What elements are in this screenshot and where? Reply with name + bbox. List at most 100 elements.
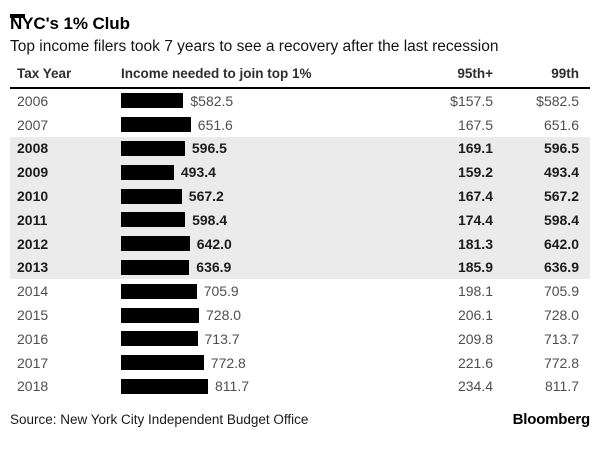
income-bar-cell: 636.9 [121, 259, 403, 275]
income-value-label: 811.7 [215, 378, 249, 395]
income-value-label: 713.7 [204, 330, 240, 347]
table-row: 2015 728.0 206.1 728.0 [10, 303, 590, 327]
income-bar [121, 259, 190, 275]
tax-year-label: 2018 [17, 378, 49, 395]
p99-value: $582.5 [536, 92, 579, 109]
income-bar-cell: $582.5 [121, 93, 403, 109]
tax-year-label: 2013 [17, 259, 49, 276]
income-bar [121, 307, 199, 323]
table-row: 2016 713.7 209.8 713.7 [10, 327, 590, 351]
p95-value: 167.4 [457, 188, 493, 205]
table-row: 2006 $582.5 $157.5 $582.5 [10, 89, 590, 113]
tax-year-label: 2009 [17, 164, 49, 181]
p99-value: 728.0 [543, 307, 579, 324]
income-value-label: 636.9 [196, 259, 232, 276]
p95-value: 206.1 [457, 307, 493, 324]
income-bar-cell: 772.8 [121, 355, 403, 371]
income-bar [121, 378, 208, 394]
table-row: 2007 651.6 167.5 651.6 [10, 113, 590, 137]
income-bar [121, 93, 184, 109]
p99-value: 636.9 [543, 259, 579, 276]
p99-value: 596.5 [543, 140, 579, 157]
table-row: 2014 705.9 198.1 705.9 [10, 279, 590, 303]
column-header-income-top1: Income needed to join top 1% [121, 65, 312, 81]
income-value-label: 596.5 [191, 140, 227, 157]
p99-value: 705.9 [543, 283, 579, 300]
p95-value: 234.4 [457, 378, 493, 395]
p99-value: 567.2 [543, 188, 579, 205]
p95-value: 209.8 [457, 330, 493, 347]
chart-subtitle: Top income filers took 7 years to see a … [10, 38, 499, 56]
income-bar-cell: 728.0 [121, 307, 403, 323]
column-header-tax-year: Tax Year [17, 65, 72, 81]
income-bar-cell: 651.6 [121, 117, 403, 133]
table-row: 2008 596.5 169.1 596.5 [10, 136, 590, 161]
income-bar-cell: 596.5 [121, 140, 403, 156]
income-bar-cell: 567.2 [121, 188, 403, 204]
income-bar [121, 164, 174, 180]
bloomberg-chart-page: NYC's 1% Club Top income filers took 7 y… [0, 14, 600, 454]
p99-value: 642.0 [543, 235, 579, 252]
income-bar-cell: 705.9 [121, 283, 403, 299]
income-bar [121, 188, 182, 204]
income-bar-cell: 811.7 [121, 378, 403, 394]
p95-value: 169.1 [457, 140, 493, 157]
table-row: 2018 811.7 234.4 811.7 [10, 375, 590, 399]
tax-year-label: 2016 [17, 330, 49, 347]
p95-value: 198.1 [457, 283, 493, 300]
chart-title: NYC's 1% Club [10, 14, 130, 33]
table-header-row: Tax Year Income needed to join top 1% 95… [10, 66, 590, 89]
income-value-label: 705.9 [203, 283, 239, 300]
column-header-99th: 99th [551, 65, 579, 81]
p99-value: 713.7 [543, 330, 579, 347]
income-value-label: 493.4 [180, 164, 216, 181]
p99-value: 598.4 [543, 211, 579, 228]
p99-value: 772.8 [543, 354, 579, 371]
tax-year-label: 2011 [17, 211, 48, 228]
income-bar-cell: 598.4 [121, 212, 403, 228]
table-row: 2009 493.4 159.2 493.4 [10, 160, 590, 185]
income-value-label: 598.4 [192, 211, 228, 228]
table-row: 2011 598.4 174.4 598.4 [10, 207, 590, 232]
income-value-label: 642.0 [196, 235, 232, 252]
income-value-label: 728.0 [206, 307, 242, 324]
income-value-label: 772.8 [210, 354, 246, 371]
p95-value: 221.6 [457, 354, 493, 371]
source-note: Source: New York City Independent Budget… [10, 412, 309, 428]
p99-value: 651.6 [543, 116, 579, 133]
tax-year-label: 2015 [17, 307, 49, 324]
tax-year-label: 2014 [17, 283, 49, 300]
income-bar-cell: 493.4 [121, 164, 403, 180]
bloomberg-logo: Bloomberg [512, 411, 591, 429]
tax-year-label: 2017 [17, 354, 49, 371]
tax-year-label: 2007 [17, 116, 49, 133]
income-bar [121, 212, 186, 228]
income-bar [121, 236, 190, 252]
income-bar-cell: 642.0 [121, 236, 403, 252]
income-bar [121, 331, 198, 347]
p95-value: $157.5 [450, 92, 493, 109]
income-table: Tax Year Income needed to join top 1% 95… [10, 66, 590, 398]
income-bar [121, 140, 185, 156]
tax-year-label: 2012 [17, 235, 49, 252]
p95-value: 159.2 [457, 164, 493, 181]
column-header-95th: 95th+ [457, 65, 493, 81]
income-bar [121, 117, 191, 133]
p95-value: 185.9 [457, 259, 493, 276]
income-bar [121, 355, 204, 371]
tax-year-label: 2006 [17, 92, 49, 109]
income-value-label: 567.2 [188, 188, 224, 205]
table-row: 2012 642.0 181.3 642.0 [10, 231, 590, 256]
p99-value: 493.4 [543, 164, 579, 181]
income-value-label: 651.6 [197, 116, 233, 133]
p95-value: 167.5 [457, 116, 493, 133]
income-bar [121, 283, 197, 299]
p99-value: 811.7 [545, 378, 579, 395]
income-bar-cell: 713.7 [121, 331, 403, 347]
table-row: 2013 636.9 185.9 636.9 [10, 255, 590, 280]
bloomberg-chart-tick [10, 14, 25, 18]
table-row: 2017 772.8 221.6 772.8 [10, 351, 590, 375]
chart-footer: Source: New York City Independent Budget… [10, 411, 590, 428]
p95-value: 181.3 [457, 235, 493, 252]
income-value-label: $582.5 [190, 92, 234, 109]
